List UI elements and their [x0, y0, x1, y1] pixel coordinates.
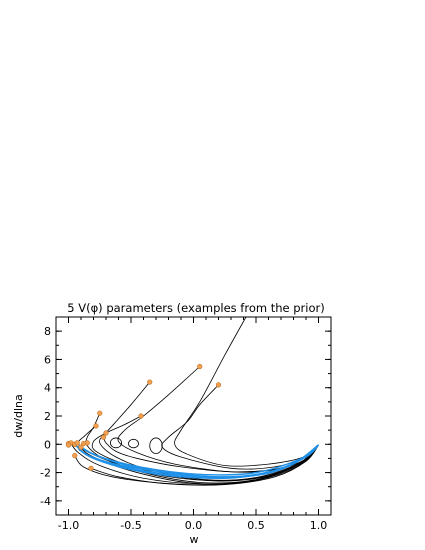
series-line-blue-16 [78, 444, 319, 480]
x-tick-label-4: 1.0 [310, 519, 328, 532]
loop-curve-2 [149, 437, 163, 454]
series-line-black-8 [90, 444, 319, 486]
x-tick-label-2: 0.0 [185, 519, 203, 532]
series-line-black-3 [99, 381, 319, 481]
tick-layer: -1.0 -0.5 0.0 0.5 1.0 -4 -2 0 2 4 6 8 [40, 316, 332, 532]
start-marker-0 [215, 382, 222, 388]
series-line-black-6 [77, 425, 319, 485]
y-axis-label: dw/dlna [12, 394, 25, 437]
x-tick-label-3: 0.5 [247, 519, 265, 532]
start-marker-7 [100, 434, 107, 440]
start-marker-13 [74, 440, 80, 446]
start-marker-5 [93, 423, 99, 429]
start-marker-3 [138, 413, 144, 419]
marker-layer [65, 363, 222, 471]
start-marker-9 [88, 465, 94, 471]
start-marker-16 [84, 440, 90, 446]
start-marker-4 [97, 410, 103, 416]
start-marker-14 [78, 444, 84, 450]
series-line-black-9 [70, 443, 319, 485]
x-tick-label-0: -1.0 [58, 519, 79, 532]
x-tick-label-1: -0.5 [120, 519, 141, 532]
y-tick-label-1: -2 [40, 467, 51, 480]
y-tick-label-3: 2 [44, 410, 51, 423]
start-marker-1 [197, 363, 203, 370]
series-line-black-10 [72, 442, 319, 481]
start-marker-2 [147, 379, 153, 385]
x-axis-label: w [190, 533, 199, 546]
chart-title: 5 V(φ) parameters (examples from the pri… [67, 301, 324, 315]
y-tick-label-4: 4 [44, 382, 51, 395]
series-line-black-0 [174, 317, 319, 467]
start-marker-8 [72, 453, 78, 459]
series-layer [70, 317, 320, 486]
y-tick-label-5: 6 [44, 353, 51, 366]
y-tick-label-6: 8 [44, 325, 51, 338]
loop-curve-0 [109, 437, 123, 449]
start-marker-17 [65, 442, 72, 448]
start-marker-6 [103, 430, 109, 436]
series-line-black-1 [161, 384, 319, 470]
y-tick-label-0: -4 [40, 495, 51, 508]
y-tick-label-2: 0 [44, 438, 51, 451]
loop-curve-1 [128, 438, 139, 449]
